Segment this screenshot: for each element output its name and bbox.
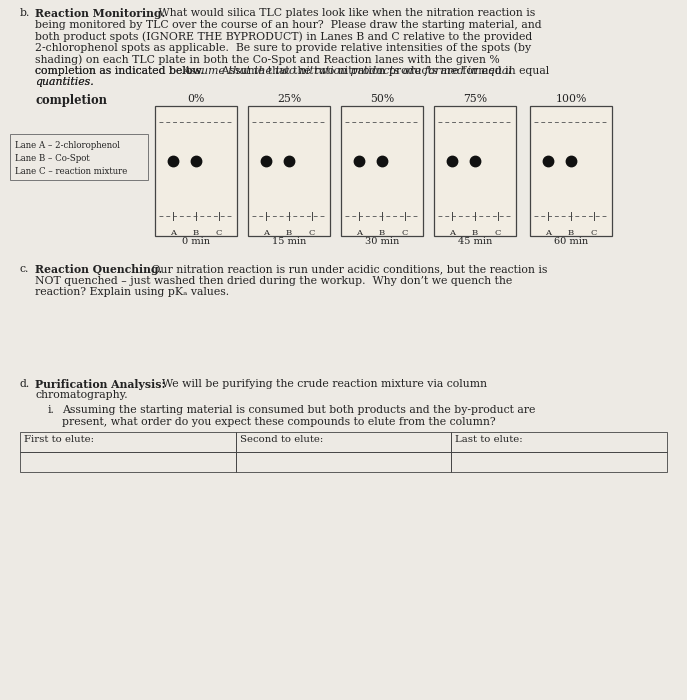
Text: Our nitration reaction is run under acidic conditions, but the reaction is: Our nitration reaction is run under acid… [148, 264, 548, 274]
Text: Lane B – Co-Spot: Lane B – Co-Spot [15, 154, 90, 163]
Text: shading) on each TLC plate in both the Co-Spot and Reaction lanes with the given: shading) on each TLC plate in both the C… [35, 54, 499, 64]
Bar [20, 432, 236, 452]
Text: completion as indicated below.    Assume that the two nitration products are for: completion as indicated below. Assume th… [35, 66, 549, 76]
Text: i.: i. [48, 405, 55, 415]
Text: Reaction Quenching.: Reaction Quenching. [35, 264, 162, 275]
Bar [451, 452, 667, 472]
Text: 60 min: 60 min [554, 237, 588, 246]
Text: being monitored by TLC over the course of an hour?  Please draw the starting mat: being monitored by TLC over the course o… [35, 20, 541, 29]
Text: quantities.: quantities. [35, 77, 93, 87]
Text: B: B [472, 230, 478, 237]
Text: 50%: 50% [370, 94, 394, 104]
Text: Reaction Monitoring.: Reaction Monitoring. [35, 8, 166, 19]
Text: Lane A – 2-chlorophenol: Lane A – 2-chlorophenol [15, 141, 120, 150]
Text: 0%: 0% [188, 94, 205, 104]
Text: A: A [170, 230, 176, 237]
Text: C: C [216, 230, 222, 237]
Text: 25%: 25% [277, 94, 301, 104]
Text: What would silica TLC plates look like when the nitration reaction is: What would silica TLC plates look like w… [155, 8, 535, 18]
Bar [451, 432, 667, 452]
Text: B: B [379, 230, 385, 237]
Text: Purification Analysis:: Purification Analysis: [35, 379, 166, 390]
Bar [248, 106, 330, 237]
Text: First to elute:: First to elute: [24, 435, 94, 444]
Text: B: B [193, 230, 199, 237]
Text: C: C [495, 230, 501, 237]
Text: A: A [263, 230, 269, 237]
Text: Last to elute:: Last to elute: [455, 435, 523, 444]
Text: 75%: 75% [463, 94, 487, 104]
Text: chromatography.: chromatography. [35, 391, 128, 400]
Bar [236, 432, 451, 452]
Text: quantities.: quantities. [35, 77, 93, 87]
Text: completion: completion [35, 94, 107, 107]
Text: A: A [356, 230, 362, 237]
Text: b.: b. [20, 8, 30, 18]
Text: We will be purifying the crude reaction mixture via column: We will be purifying the crude reaction … [155, 379, 487, 389]
Bar [530, 106, 612, 237]
Text: 100%: 100% [555, 94, 587, 104]
Text: completion as indicated below.: completion as indicated below. [35, 66, 211, 76]
Bar [434, 106, 516, 237]
Bar [10, 134, 148, 180]
Text: 15 min: 15 min [272, 237, 306, 246]
Text: present, what order do you expect these compounds to elute from the column?: present, what order do you expect these … [62, 417, 495, 427]
Text: Lane C – reaction mixture: Lane C – reaction mixture [15, 167, 127, 176]
Text: 30 min: 30 min [365, 237, 399, 246]
Text: C: C [402, 230, 408, 237]
Text: Assume that the two nitration products are formed in equal: Assume that the two nitration products a… [183, 66, 513, 76]
Text: c.: c. [20, 264, 30, 274]
Bar [236, 452, 451, 472]
Text: 45 min: 45 min [458, 237, 492, 246]
Bar [155, 106, 237, 237]
Text: 0 min: 0 min [182, 237, 210, 246]
Text: B: B [568, 230, 574, 237]
Text: C: C [591, 230, 597, 237]
Text: Assuming the starting material is consumed but both products and the by-product : Assuming the starting material is consum… [62, 405, 535, 415]
Text: A: A [545, 230, 551, 237]
Text: both product spots (IGNORE THE BYPRODUCT) in Lanes B and C relative to the provi: both product spots (IGNORE THE BYPRODUCT… [35, 31, 532, 41]
Text: NOT quenched – just washed then dried during the workup.  Why don’t we quench th: NOT quenched – just washed then dried du… [35, 276, 513, 286]
Bar [20, 452, 236, 472]
Text: Second to elute:: Second to elute: [240, 435, 323, 444]
Text: A: A [449, 230, 455, 237]
Text: C: C [308, 230, 315, 237]
Text: reaction? Explain using pKₐ values.: reaction? Explain using pKₐ values. [35, 287, 229, 298]
Text: d.: d. [20, 379, 30, 389]
Text: 2-chlorophenol spots as applicable.  Be sure to provide relative intensities of : 2-chlorophenol spots as applicable. Be s… [35, 43, 531, 53]
Bar [341, 106, 423, 237]
Text: B: B [286, 230, 292, 237]
